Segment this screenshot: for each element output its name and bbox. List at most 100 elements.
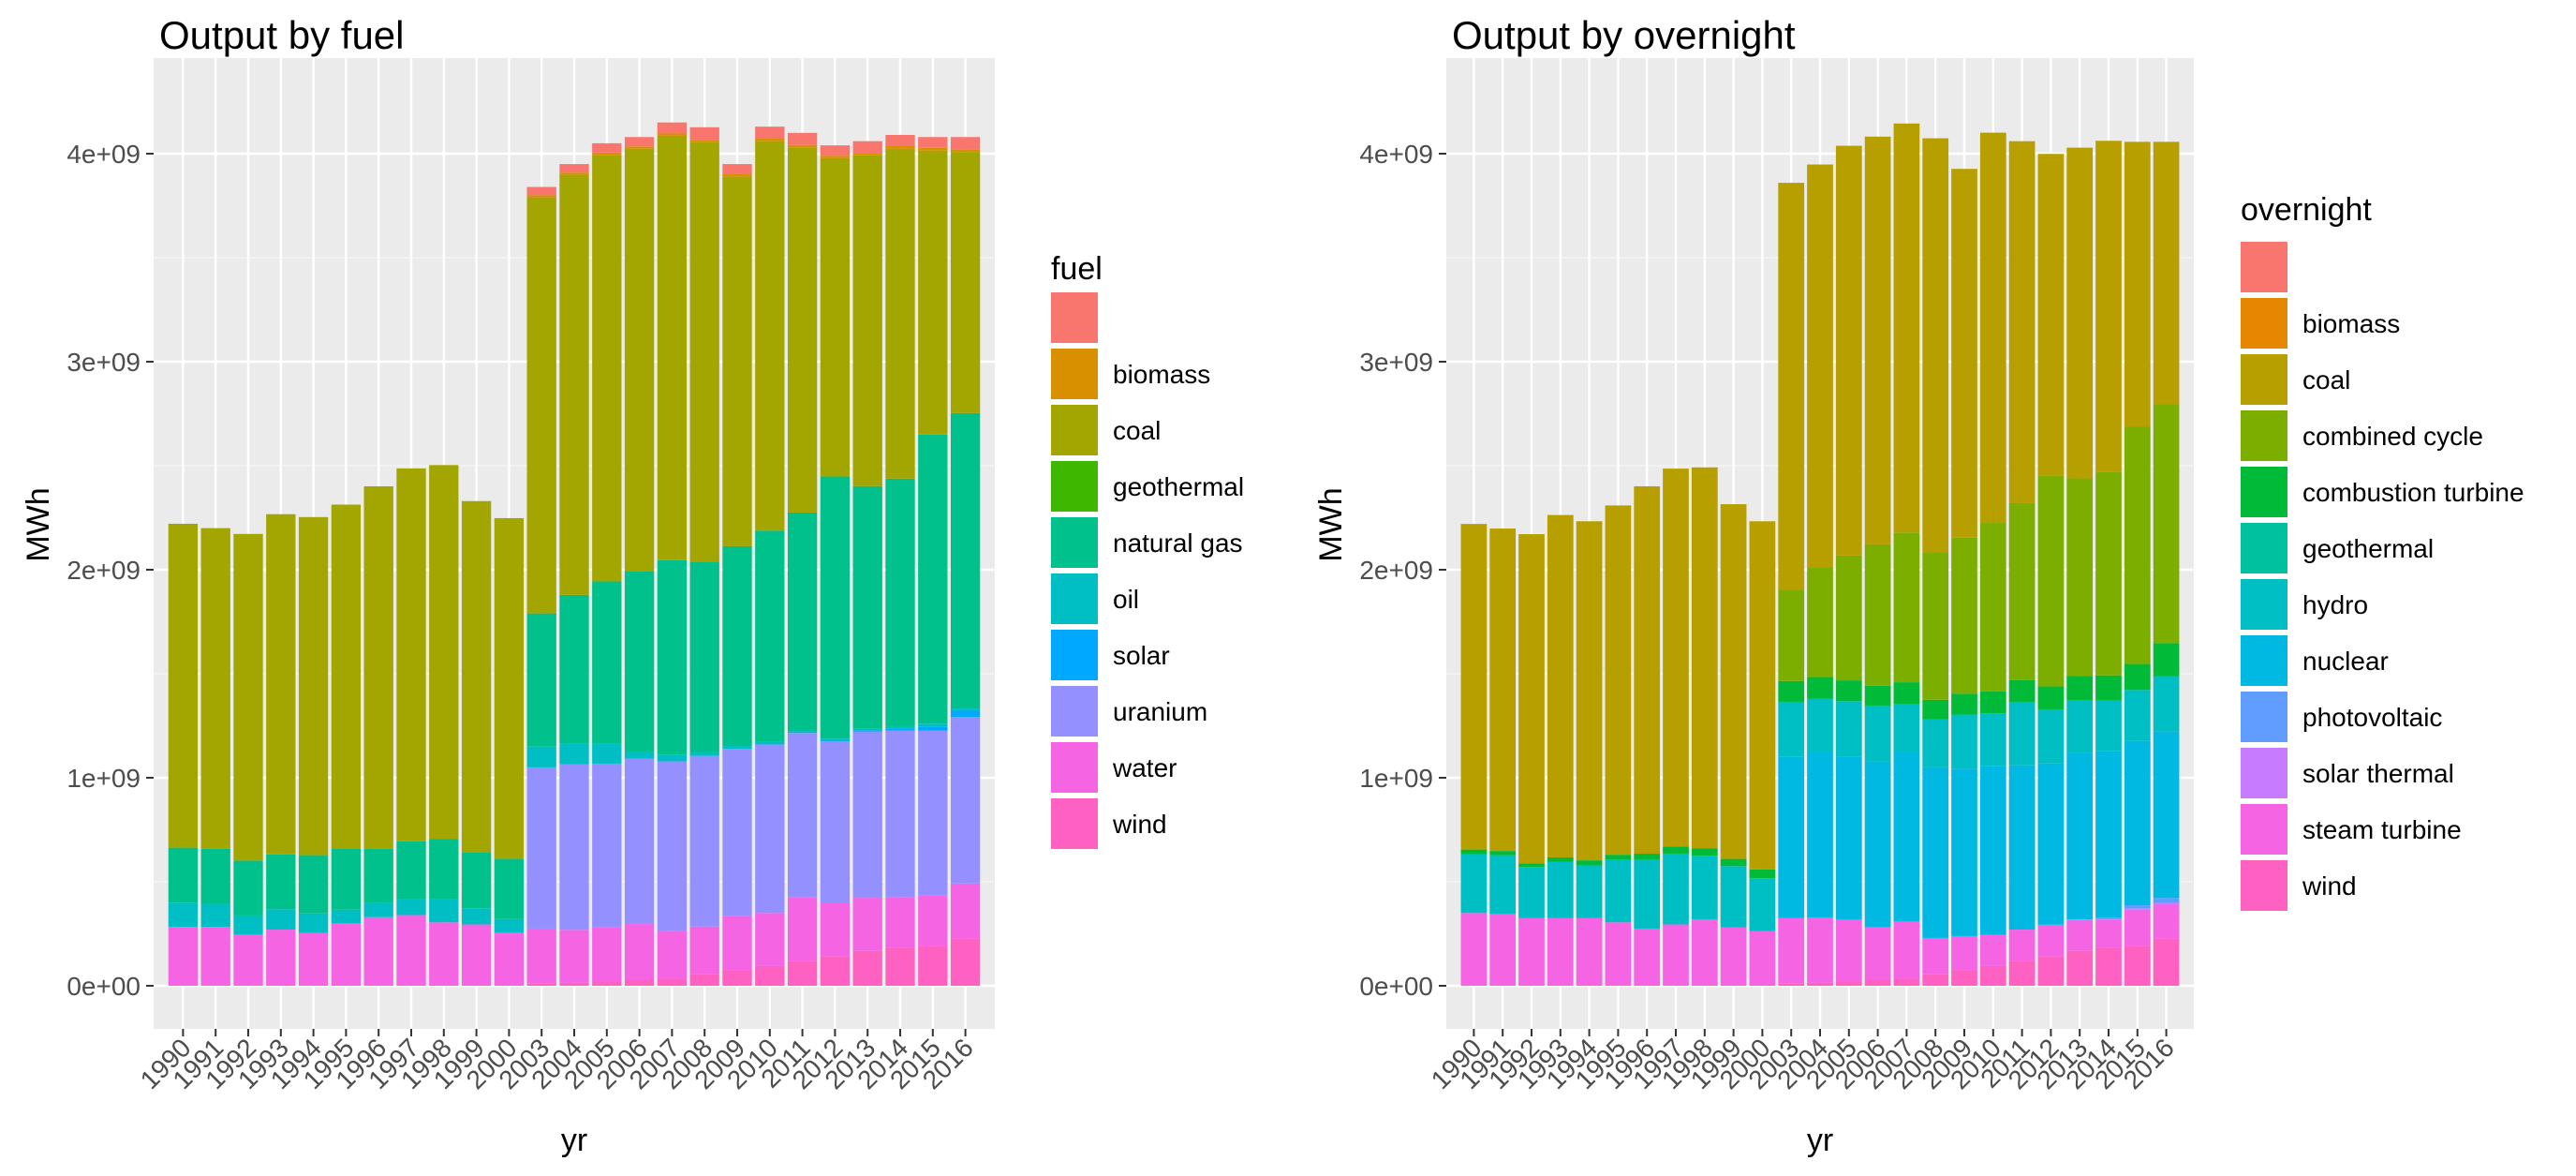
bar-segment-hydro-2009: [1951, 714, 1977, 769]
bar-segment-oil-1990: [168, 902, 199, 928]
bar-segment-unnamed-2004: [559, 164, 589, 173]
bar-segment-combustion-turbine-2013: [2066, 676, 2094, 700]
bar-segment-oil-1996: [363, 902, 393, 917]
bar-segment-coal-2005: [1835, 145, 1862, 556]
bar-segment-water-2000: [494, 932, 525, 986]
bar-segment-unnamed-2007: [657, 122, 688, 134]
bar-segment-natural-gas-1995: [331, 848, 362, 910]
bar-segment-combustion-turbine-2009: [1951, 693, 1977, 715]
x-axis-title: yr: [561, 1123, 587, 1158]
legend-label: natural gas: [1113, 528, 1243, 558]
bar-segment-combustion-turbine-1993: [1547, 857, 1574, 862]
bar-segment-wind-2005: [592, 982, 622, 986]
y-tick-label: 2e+09: [67, 556, 141, 585]
bar-segment-coal-2007: [657, 135, 688, 560]
bar-segment-coal-2016: [2153, 141, 2180, 405]
bar-segment-combustion-turbine-2011: [2008, 679, 2036, 702]
bar-segment-water-2013: [852, 898, 882, 951]
bar-segment-coal-2008: [689, 141, 719, 562]
legend-title: overnight: [2241, 192, 2372, 228]
bar-segment-oil-1995: [331, 909, 362, 924]
bar-segment-unnamed-2014: [885, 135, 915, 147]
bar-segment-water-2007: [657, 930, 688, 979]
legend: fuel biomass coal geothermal natural gas oil s…: [1051, 251, 1244, 849]
y-tick-label: 1e+09: [67, 764, 141, 793]
bar-segment-water-1995: [331, 923, 362, 986]
y-tick-label: 3e+09: [1359, 348, 1433, 377]
bar-segment-water-2003: [526, 928, 556, 984]
legend-key-geothermal: [2241, 523, 2287, 573]
bar-segment-coal-1995: [331, 504, 362, 849]
bar-segment-nuclear-2005: [1835, 756, 1862, 920]
legend-key-combined-cycle: [2241, 410, 2287, 461]
bar-segment-nuclear-2009: [1951, 768, 1977, 936]
bar-segment-combined-cycle-2007: [1893, 532, 1920, 683]
bar-segment-biomass-2004: [559, 172, 589, 175]
legend-label: coal: [1113, 416, 1161, 445]
bar-segment-biomass-2010: [755, 139, 785, 141]
bar-segment-wind-2006: [1864, 980, 1891, 986]
bar-segment-hydro-1991: [1489, 855, 1517, 915]
bar-segment-combustion-turbine-2014: [2095, 675, 2122, 701]
bar-segment-wind-2007: [1893, 978, 1920, 986]
bar-segment-water-2012: [820, 901, 851, 957]
x-axis-title: yr: [1807, 1123, 1833, 1158]
legend-label: combustion turbine: [2302, 478, 2524, 507]
bar-segment-combustion-turbine-1998: [1691, 848, 1718, 856]
bar-segment-hydro-2014: [2095, 700, 2122, 752]
bar-segment-wind-2011: [787, 960, 818, 986]
bar-segment-combustion-turbine-2004: [1807, 677, 1833, 699]
bar-segment-steam-turbine-1994: [1576, 917, 1603, 986]
bar-segment-nuclear-2004: [1807, 752, 1833, 917]
bar-segment-water-2011: [787, 897, 818, 961]
bar-segment-coal-2000: [494, 517, 525, 859]
legend-label: nuclear: [2302, 647, 2389, 676]
legend-label: geothermal: [1113, 472, 1244, 501]
bar-segment-nuclear-2010: [1979, 766, 2006, 935]
bar-segment-biomass-2015: [918, 147, 948, 151]
bar-segment-water-1992: [233, 934, 263, 986]
bar-segment-natural-gas-1991: [200, 848, 230, 904]
legend: overnight biomass coal combined cycle combus…: [2241, 192, 2524, 911]
legend-key-nuclear: [2241, 635, 2287, 686]
bar-segment-combined-cycle-2004: [1807, 568, 1833, 677]
bar-segment-wind-2010: [755, 965, 785, 986]
bar-segment-wind-2012: [820, 956, 851, 986]
bar-segment-uranium-2013: [852, 731, 882, 899]
bar-segment-natural-gas-2007: [657, 559, 688, 755]
bar-segment-wind-2010: [1979, 965, 2006, 986]
legend-key-coal: [2241, 354, 2287, 405]
bar-segment-wind-2003: [1778, 983, 1805, 986]
bar-segment-coal-1996: [363, 485, 393, 849]
bar-segment-unnamed-2015: [918, 137, 948, 148]
legend-label: solar: [1113, 641, 1170, 670]
bar-segment-hydro-1994: [1576, 865, 1603, 918]
legend-label: wind: [2302, 871, 2357, 901]
bar-segment-coal-1997: [396, 468, 426, 841]
bar-segment-coal-2010: [755, 141, 785, 531]
bar-segment-oil-2011: [787, 731, 818, 734]
bar-segment-water-2010: [755, 913, 785, 966]
bar-segment-wind-2005: [1835, 982, 1862, 986]
bar-segment-unnamed-2006: [624, 137, 655, 147]
legend-label: hydro: [2302, 590, 2368, 619]
bar-segment-steam-turbine-2005: [1835, 919, 1862, 983]
bar-segment-combined-cycle-2016: [2153, 404, 2180, 644]
bar-segment-hydro-1990: [1460, 854, 1488, 914]
bar-segment-uranium-2007: [657, 761, 688, 931]
bar-segment-unnamed-2016: [950, 137, 981, 150]
bar-segment-combustion-turbine-2015: [2124, 663, 2151, 691]
bar-segment-water-2016: [950, 883, 981, 939]
bar-segment-combustion-turbine-2010: [1979, 691, 2006, 714]
bar-segment-oil-2005: [592, 743, 622, 764]
bar-segment-solar-thermal-2016: [2153, 902, 2180, 904]
bar-segment-natural-gas-1993: [266, 854, 296, 910]
bar-segment-water-1994: [298, 932, 329, 986]
bar-segment-steam-turbine-1997: [1663, 924, 1689, 986]
bar-segment-combustion-turbine-2008: [1922, 699, 1949, 720]
bar-segment-coal-2010: [1979, 132, 2006, 524]
y-tick-label: 0e+00: [67, 972, 141, 1001]
bar-segment-coal-2000: [1749, 521, 1776, 870]
bar-segment-uranium-2009: [722, 749, 752, 916]
bar-segment-water-1993: [266, 930, 296, 986]
